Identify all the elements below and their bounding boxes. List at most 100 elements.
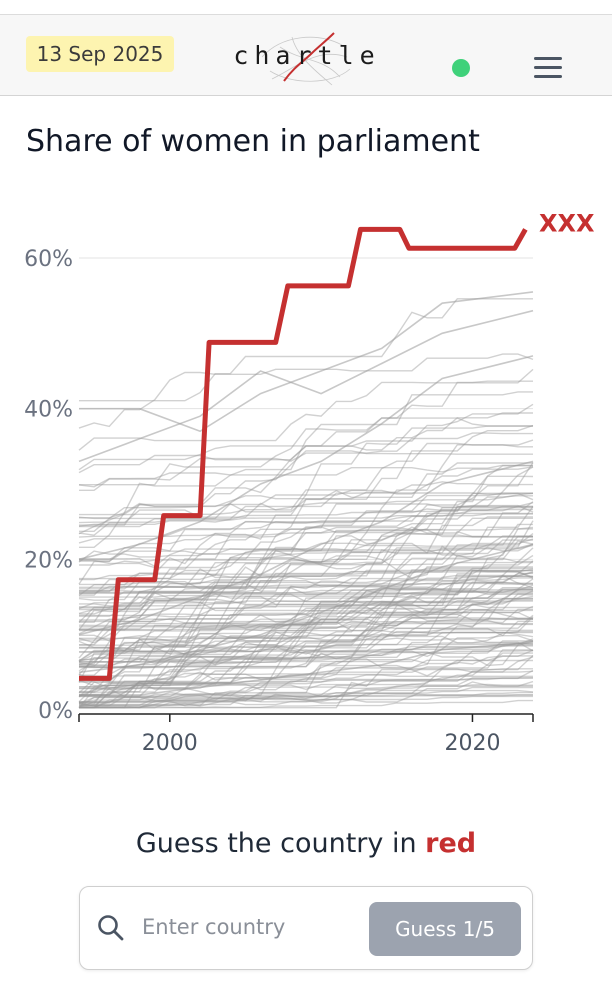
country-series-line (78, 677, 533, 704)
country-series-line (79, 640, 534, 677)
status-dot-icon (452, 59, 470, 77)
country-series-line (78, 412, 533, 471)
country-series-line (79, 640, 534, 669)
country-series-line (79, 432, 533, 491)
country-series-line (79, 506, 534, 630)
country-series-line (79, 630, 534, 650)
country-series-line (79, 686, 533, 709)
menu-button[interactable] (531, 55, 565, 81)
country-series-line (78, 677, 534, 688)
hamburger-menu-icon (534, 66, 562, 69)
country-series-line (78, 505, 533, 527)
country-series-line (78, 504, 534, 623)
country-series-line (79, 598, 533, 689)
country-series-line (79, 691, 533, 698)
country-series-line (78, 560, 533, 668)
country-series-line (79, 668, 533, 709)
country-series-line (78, 643, 533, 666)
country-series-line (79, 417, 533, 526)
chartle-logo[interactable]: chartle (222, 27, 392, 87)
country-series-line (78, 629, 533, 641)
country-series-line (79, 462, 533, 608)
country-series-line (79, 465, 533, 562)
country-series-line (78, 528, 533, 687)
country-series-line (78, 588, 533, 662)
country-series-line (78, 642, 534, 669)
country-series-line (78, 501, 534, 681)
country-series-line (79, 571, 534, 623)
country-series-line (79, 685, 533, 709)
country-series-line (79, 581, 534, 642)
country-series-line (79, 540, 534, 588)
country-series-line (78, 569, 533, 703)
guess-button[interactable]: Guess 1/5 (369, 902, 521, 956)
country-series-line (79, 593, 533, 697)
country-series-line (79, 683, 533, 703)
logo-text: chartle (233, 41, 381, 70)
country-series-line (78, 539, 533, 651)
country-series-line (79, 584, 534, 652)
country-series-line (78, 572, 533, 610)
country-series-line (78, 462, 534, 585)
y-tick-label: 60% (24, 247, 73, 272)
country-series-line (78, 603, 533, 676)
country-series-line (79, 566, 533, 693)
country-series-line (79, 424, 534, 532)
country-series-line (78, 659, 533, 698)
logo-scribble-icon (261, 32, 351, 86)
country-series-line (79, 568, 534, 595)
country-series-line (79, 635, 534, 704)
country-series-line (78, 670, 534, 709)
country-series-line (79, 523, 533, 646)
country-series-line (78, 460, 534, 636)
country-series-line (78, 590, 534, 635)
prompt-accent-word: red (425, 828, 477, 859)
highlight-series-line (79, 226, 528, 681)
country-series-line (79, 578, 534, 663)
country-series-line (78, 631, 533, 665)
country-series-line (79, 481, 533, 528)
country-series-line (78, 570, 534, 663)
country-series-line (79, 655, 533, 688)
country-series-line (79, 614, 534, 696)
country-series-line (78, 589, 533, 662)
country-series-line (79, 611, 534, 705)
country-series-line (78, 600, 533, 663)
country-series-line (79, 580, 533, 615)
hamburger-menu-icon (534, 57, 562, 60)
page-title: Share of women in parliament (26, 124, 480, 159)
country-series-line (78, 513, 533, 524)
country-series-line (78, 526, 534, 538)
country-input[interactable] (142, 905, 362, 949)
country-series-line (79, 620, 533, 706)
country-series-line (79, 630, 533, 707)
date-badge: 13 Sep 2025 (26, 36, 174, 72)
highlight-series-label: XXX (539, 209, 595, 237)
country-series-line (78, 692, 533, 709)
hamburger-menu-icon (534, 75, 562, 78)
country-series-line (79, 649, 534, 706)
country-series-line (78, 588, 533, 594)
country-series-line (78, 353, 534, 429)
country-series-line (78, 638, 534, 709)
country-series-line (79, 529, 533, 642)
country-series-line (78, 450, 533, 520)
country-series-line (79, 291, 534, 433)
country-series-line (79, 466, 534, 519)
country-series-line (79, 554, 534, 661)
country-series-line (79, 547, 534, 617)
country-series-line (78, 613, 533, 694)
guess-form: Guess 1/5 (79, 886, 533, 970)
country-series-line (78, 617, 533, 698)
y-tick-label: 0% (38, 699, 73, 724)
country-series-line (78, 569, 534, 659)
country-series-line (79, 641, 534, 696)
country-series-line (79, 649, 534, 690)
country-series-line (78, 543, 534, 674)
country-series-line (79, 674, 533, 690)
country-series-line (79, 543, 534, 594)
country-series-line (79, 644, 533, 709)
country-series-line (79, 649, 533, 709)
country-series-line (79, 492, 534, 516)
country-series-line (79, 617, 533, 646)
